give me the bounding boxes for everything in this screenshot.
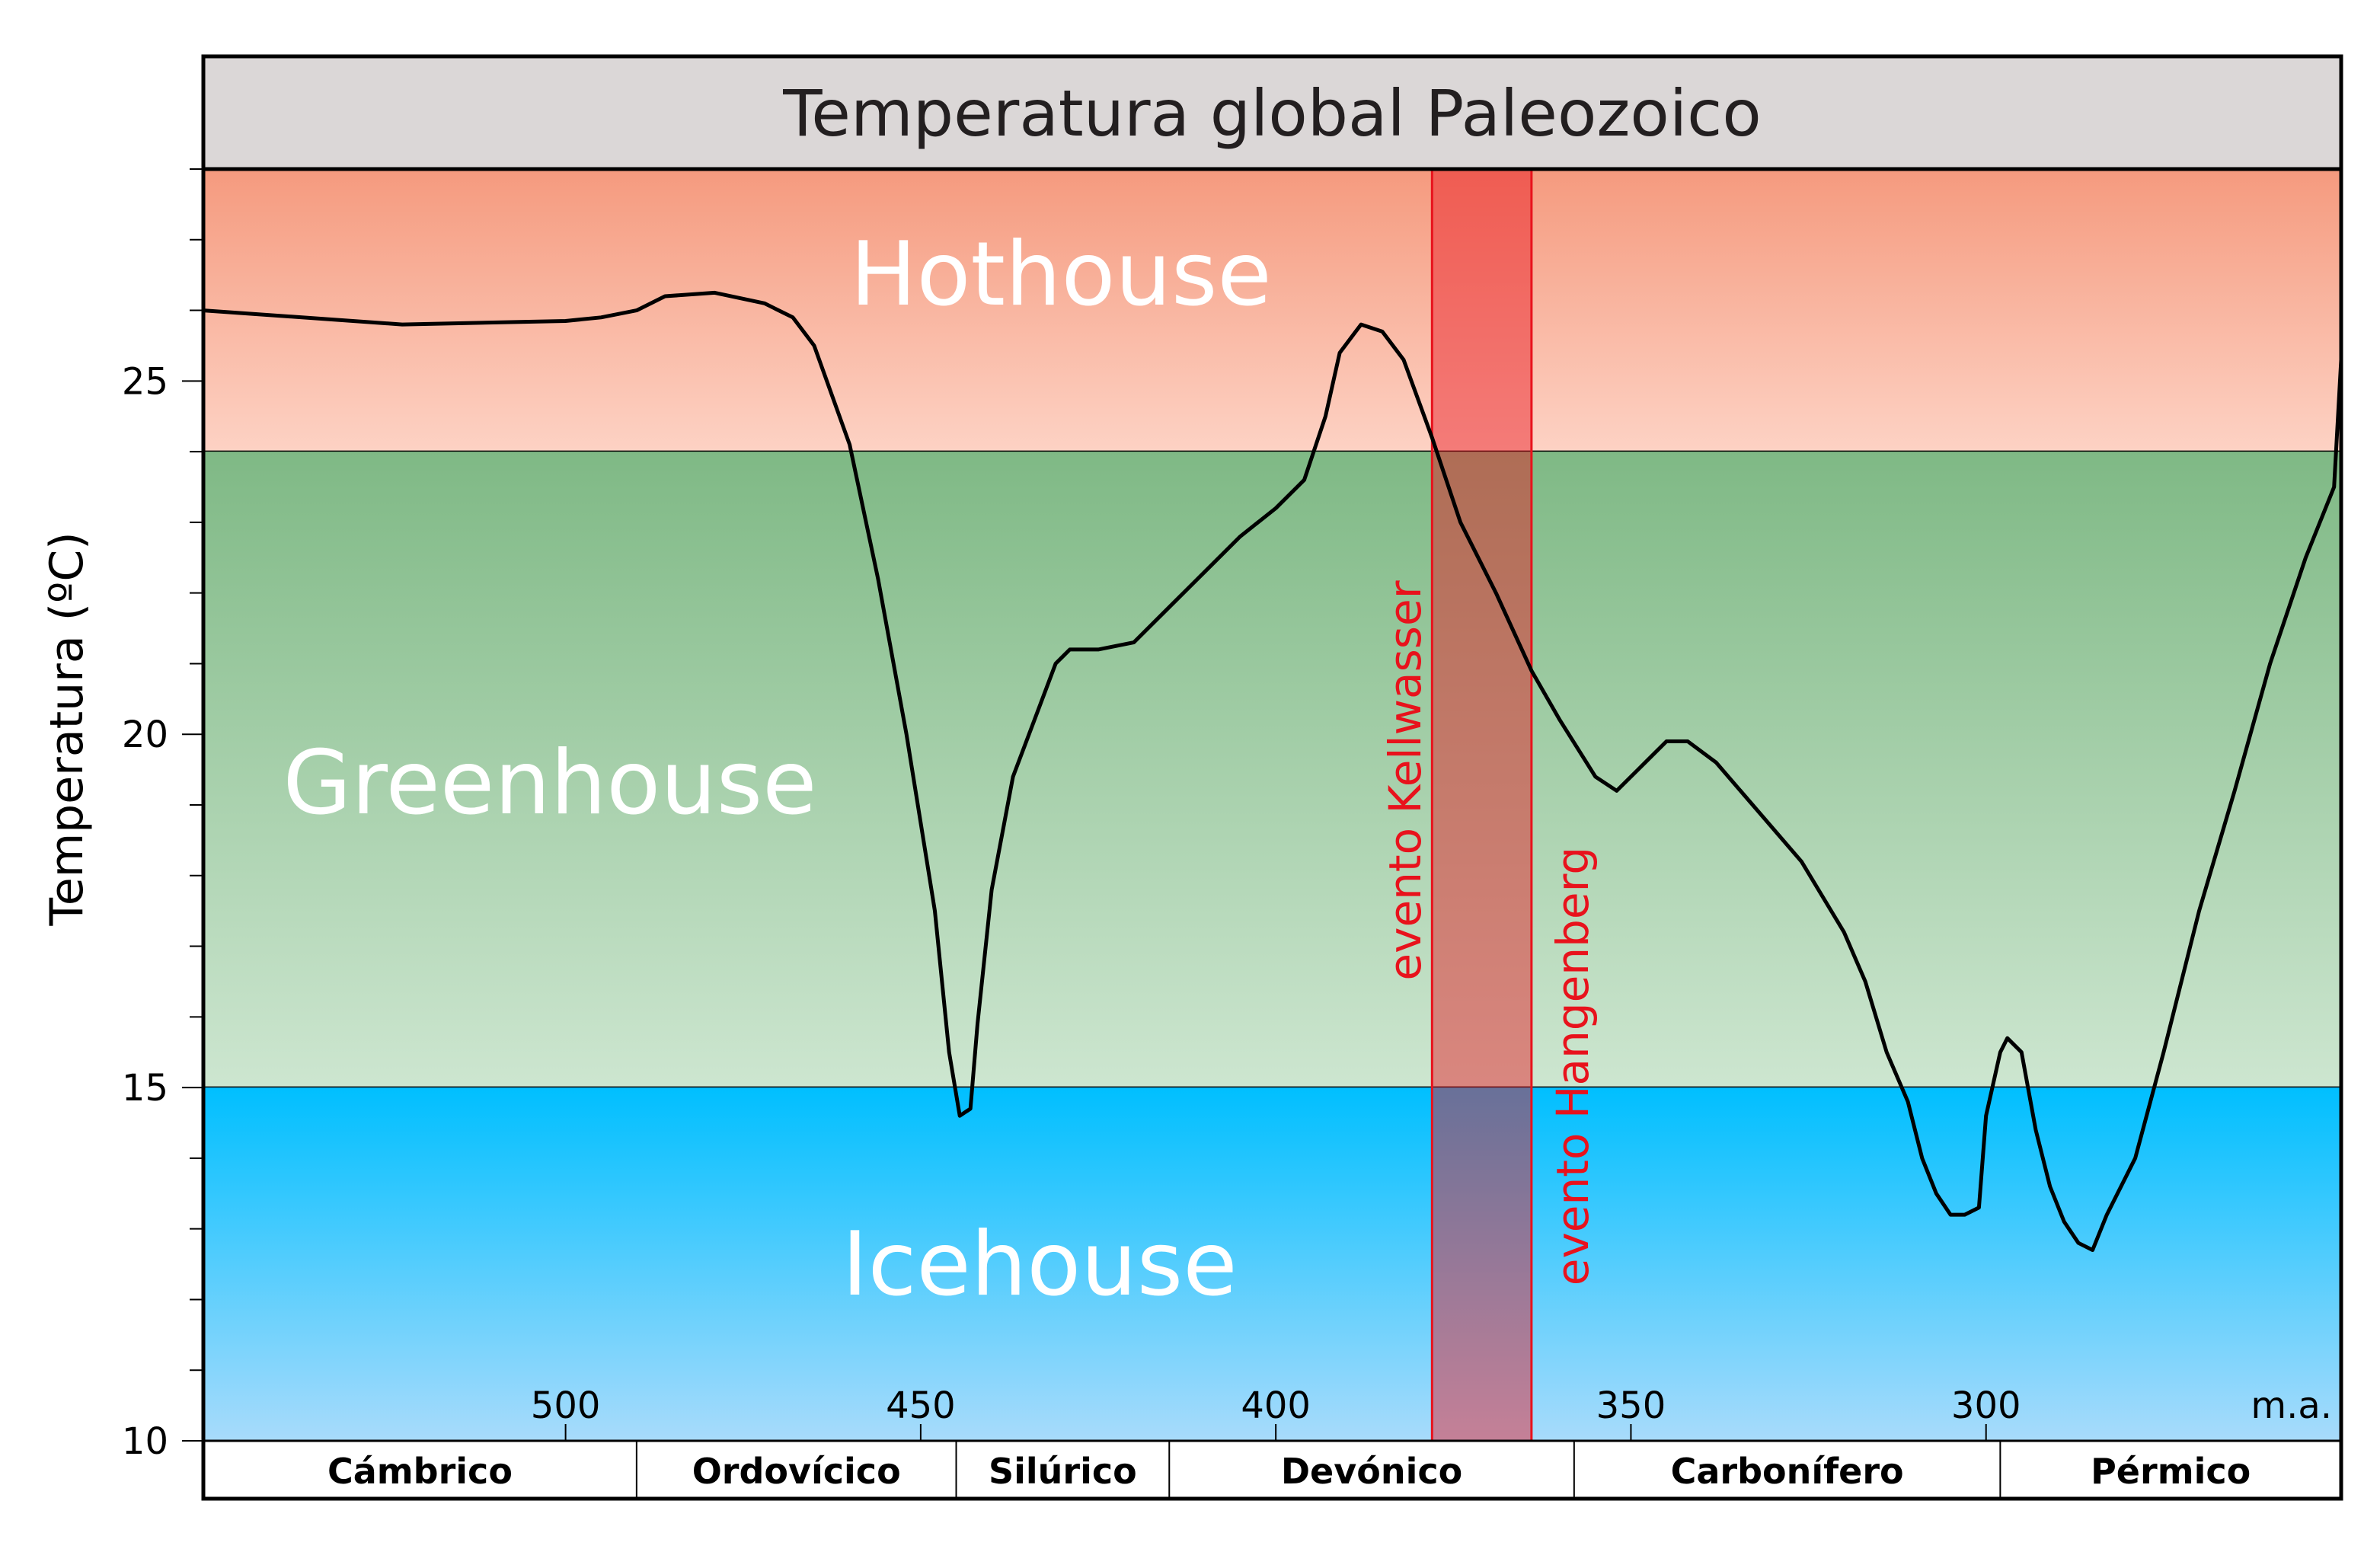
zone-greenhouse [203,452,2341,1088]
zone-label-greenhouse: Greenhouse [283,732,816,835]
y-tick-label: 10 [122,1420,168,1463]
x-tick-label: 350 [1596,1384,1666,1427]
x-tick-label: 500 [531,1384,601,1427]
y-axis-ticks: 10 15 20 25 [122,168,203,1463]
zone-labels: Hothouse Greenhouse Icehouse [283,223,1271,1316]
title-bar: Temperatura global Paleozoico [201,54,2343,171]
period-bar-bg [203,1441,2341,1499]
y-tick-label: 15 [122,1067,168,1110]
plot-frame [201,54,2343,1501]
zone-label-hothouse: Hothouse [850,223,1272,326]
period-label: Cámbrico [327,1451,513,1492]
x-tick-label: 400 [1241,1384,1311,1427]
x-tick-label: 300 [1951,1384,2021,1427]
period-label: Silúrico [989,1451,1137,1492]
y-tick-label: 20 [122,714,168,756]
period-label: Ordovícico [692,1451,901,1492]
period-label: Carbonífero [1671,1451,1904,1492]
period-bar: Cámbrico Ordovícico Silúrico Devónico Carbon… [203,1439,2341,1499]
y-axis-label: Temperatura (ºC) [40,532,94,926]
event-label: evento Hangenberg [1547,847,1599,1285]
y-tick-label: 25 [122,360,168,403]
extinction-event-band [1430,168,1533,1442]
temperature-series [201,290,2343,1252]
chart-title: Temperatura global Paleozoico [782,76,1762,151]
event-band [1430,168,1533,1442]
x-axis-ticks: 500 450 400 350 300 [531,1384,2021,1441]
temperature-line [201,290,2343,1252]
zone-label-icehouse: Icehouse [842,1213,1237,1316]
event-labels: evento Kellwasser evento Hangenberg [1379,580,1599,1285]
x-tick-label: 450 [886,1384,956,1427]
zone-hothouse [203,169,2341,452]
x-axis-unit-label: m.a. [2251,1384,2332,1427]
event-label: evento Kellwasser [1379,580,1431,980]
period-label: Devónico [1281,1451,1462,1492]
period-label: Pérmico [2091,1451,2251,1492]
